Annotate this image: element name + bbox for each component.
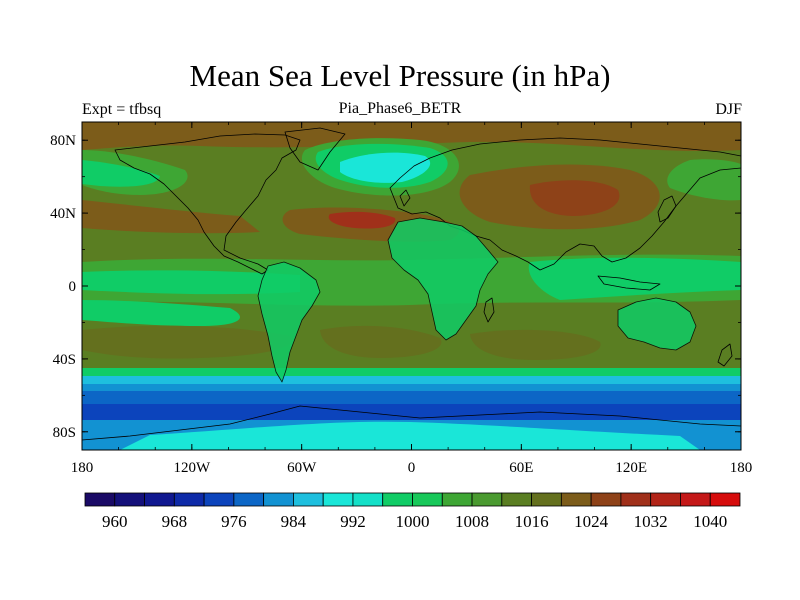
model-label: Pia_Phase6_BETR: [338, 100, 462, 117]
continent-greenland: [284, 127, 346, 171]
field-icelandic-low-core: [340, 152, 431, 183]
continent-africa: [387, 217, 499, 341]
island-new-zealand: [717, 343, 733, 367]
continent-australia: [617, 297, 697, 351]
colorbar-swatch: [203, 492, 235, 507]
colorbar-label: 1008: [455, 512, 489, 531]
colorbar-swatch: [709, 492, 741, 507]
colorbar-swatch: [680, 492, 711, 507]
season-label: DJF: [715, 101, 742, 118]
field-band-996: [82, 376, 741, 385]
field-satl-high: [320, 325, 442, 358]
colorbar-label: 992: [340, 512, 366, 531]
colorbar-swatch: [382, 492, 413, 507]
continent-antarctica: [81, 405, 742, 441]
x-tick-label: 0: [408, 460, 416, 476]
colorbar-swatch: [412, 492, 443, 507]
colorbar-label: 984: [281, 512, 307, 531]
x-axis: 180 120W 60W 0 60E 120E 180: [71, 122, 753, 476]
colorbar: 960 968 976 984 992 1000 1008 1016 1024 1032 1040: [84, 492, 741, 531]
field-aleutian-low-core: [82, 160, 160, 187]
y-tick-label: 40N: [50, 206, 76, 222]
y-tick-label: 0: [69, 279, 77, 295]
continent-south-america: [257, 261, 321, 383]
field-spac-high: [82, 325, 292, 359]
field-arctic: [82, 122, 741, 152]
y-tick-label: 40S: [53, 352, 76, 368]
x-tick-label: 180: [71, 460, 94, 476]
colorbar-swatch: [322, 492, 354, 507]
field-band-984: [82, 404, 741, 422]
field-antarctic-interior: [120, 421, 700, 450]
x-tick-label: 120W: [173, 460, 211, 476]
x-tick-label: 60W: [287, 460, 317, 476]
colorbar-swatch: [263, 492, 294, 507]
colorbar-swatch: [233, 492, 265, 507]
field-band-1000: [82, 368, 741, 378]
field-sind-high: [470, 329, 601, 360]
colorbar-swatch: [471, 492, 503, 507]
field-band-992: [82, 384, 741, 392]
field-npac-high: [82, 200, 260, 234]
colorbar-swatch: [650, 492, 681, 507]
colorbar-swatch: [501, 492, 532, 507]
colorbar-label: 1000: [396, 512, 430, 531]
island-madagascar: [483, 297, 495, 323]
x-tick-label: 60E: [509, 460, 533, 476]
colorbar-label: 1016: [515, 512, 549, 531]
experiment-label: Expt = tfbsq: [82, 101, 162, 118]
colorbar-swatch: [293, 492, 324, 507]
colorbar-swatch: [590, 492, 622, 507]
field-tropics-pacific: [82, 270, 300, 295]
x-tick-label: 120E: [615, 460, 647, 476]
colorbar-label: 1024: [574, 512, 609, 531]
field-siberian-core: [529, 180, 620, 216]
field-tropics-westpac: [528, 257, 741, 300]
colorbar-swatch: [173, 492, 205, 507]
field-band-988: [82, 391, 741, 405]
pressure-field: [82, 122, 741, 450]
plot-title: Mean Sea Level Pressure (in hPa): [189, 58, 611, 93]
colorbar-swatch: [441, 492, 473, 507]
y-tick-label: 80N: [50, 133, 76, 149]
colorbar-swatch: [620, 492, 652, 507]
field-azores-core: [328, 211, 396, 229]
colorbar-label: 1032: [634, 512, 668, 531]
colorbar-label: 960: [102, 512, 128, 531]
island-japan: [657, 195, 677, 223]
colorbar-swatch: [352, 492, 384, 507]
island-uk: [399, 189, 411, 207]
colorbar-swatch: [114, 492, 145, 507]
colorbar-swatch: [144, 492, 175, 507]
colorbar-swatch: [84, 492, 116, 507]
continents: [81, 127, 742, 441]
colorbar-swatch: [531, 492, 562, 507]
colorbar-label: 968: [162, 512, 188, 531]
continent-north-america: [114, 133, 301, 275]
y-tick-label: 80S: [53, 425, 76, 441]
field-tropics-south: [82, 300, 240, 326]
x-tick-label: 180: [730, 460, 753, 476]
colorbar-swatch: [560, 492, 592, 507]
island-indonesia: [597, 275, 661, 291]
colorbar-label: 1040: [693, 512, 727, 531]
colorbar-label: 976: [221, 512, 247, 531]
y-axis: 80N 40N 0 40S 80S: [50, 133, 741, 441]
